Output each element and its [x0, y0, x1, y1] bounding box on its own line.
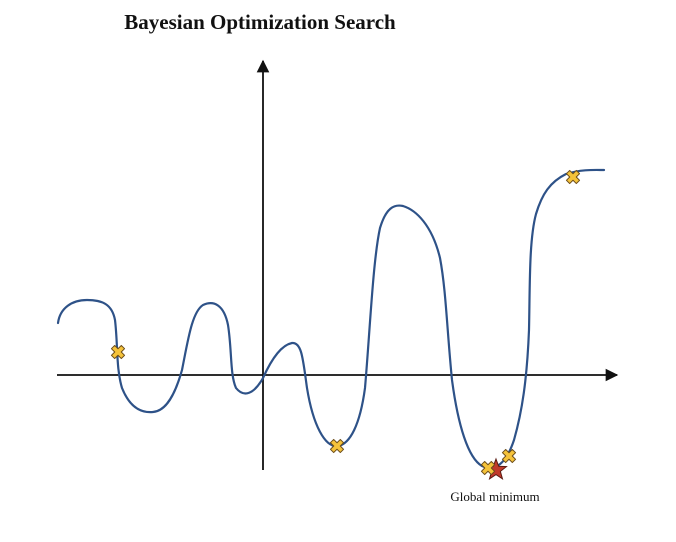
x-cross-icon	[110, 344, 126, 360]
global-minimum-label: Global minimum	[450, 489, 539, 504]
diagram-title: Bayesian Optimization Search	[124, 10, 396, 34]
x-cross-icon	[480, 460, 496, 476]
x-cross-icon	[329, 438, 345, 454]
objective-function-curve	[56, 168, 606, 469]
x-cross-icon	[565, 169, 581, 185]
x-cross-icon	[501, 448, 517, 464]
